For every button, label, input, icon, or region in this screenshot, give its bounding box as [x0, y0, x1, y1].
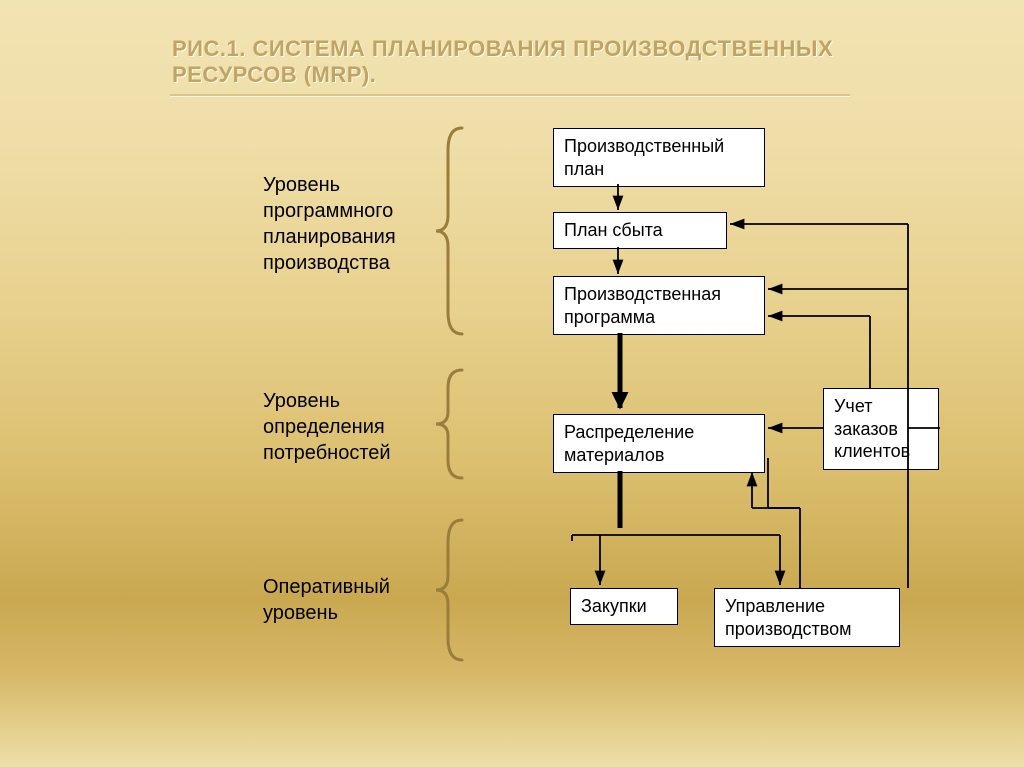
brace-1: [436, 128, 462, 334]
level-label-2: Уровень определения потребностей: [263, 388, 391, 466]
slide-title: РИС.1. СИСТЕМА ПЛАНИРОВАНИЯ ПРОИЗВОДСТВЕ…: [172, 36, 833, 89]
brace-3: [436, 520, 462, 660]
node-production-program: Производственная программа: [553, 276, 765, 335]
branch-split: [572, 535, 780, 585]
brace-2: [436, 370, 462, 478]
node-production-plan: Производственный план: [553, 128, 765, 187]
level-label-3: Оперативный уровень: [263, 574, 390, 626]
slide: РИС.1. СИСТЕМА ПЛАНИРОВАНИЯ ПРОИЗВОДСТВЕ…: [0, 0, 1024, 767]
node-purchasing: Закупки: [570, 588, 678, 625]
title-line-2: РЕСУРСОВ (MRP).: [172, 62, 376, 87]
title-line-1: РИС.1. СИСТЕМА ПЛАНИРОВАНИЯ ПРОИЗВОДСТВЕ…: [172, 36, 833, 61]
level-label-1: Уровень программного планирования произв…: [263, 172, 396, 276]
node-sales-plan: План сбыта: [553, 212, 727, 249]
connectors-overlay: [0, 0, 1024, 767]
title-rule: [170, 94, 850, 96]
node-customer-orders: Учет заказов клиентов: [823, 388, 939, 470]
node-material-distribution: Распределение материалов: [553, 414, 765, 473]
node-production-management: Управление производством: [714, 588, 900, 647]
